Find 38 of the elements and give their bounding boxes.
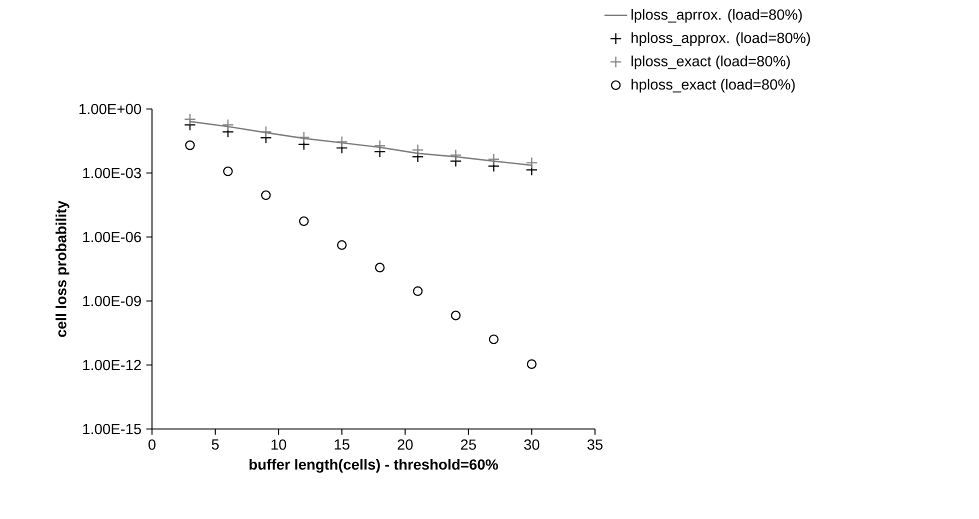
point <box>450 310 461 320</box>
x-tick-label: 10 <box>272 439 286 450</box>
point <box>488 153 500 166</box>
point <box>222 118 234 131</box>
point <box>261 190 271 200</box>
y-tick-label: 1.00E-03 <box>83 168 141 178</box>
y-tick-label: 1.00E-06 <box>83 232 141 242</box>
x-tick-label: 25 <box>461 439 476 450</box>
point <box>526 359 537 369</box>
y-tick-label: 1.00E-12 <box>83 360 141 370</box>
x-axis-title: buffer length(cells) - threshold=60% <box>250 458 498 473</box>
point <box>260 126 272 138</box>
legend-label: hploss_exact (load=80%) <box>632 78 795 93</box>
point <box>298 131 310 144</box>
point <box>488 334 499 344</box>
x-tick-label: 30 <box>524 439 540 450</box>
point <box>299 216 309 226</box>
point <box>412 144 424 156</box>
point <box>336 136 348 148</box>
point <box>374 140 386 152</box>
y-tick-label: 1.00E-09 <box>83 296 141 306</box>
y-axis-title: cell loss probability <box>56 200 70 337</box>
point <box>223 166 233 176</box>
x-tick-label: 35 <box>587 439 603 450</box>
y-tick-label: 1.00E+00 <box>80 104 142 114</box>
legend-label: lploss_exact (load=80%) <box>632 56 790 70</box>
x-tick-label: 5 <box>212 439 219 450</box>
legend-label: lploss_aprrox. (load=80%) <box>632 9 802 23</box>
x-tick-label: 0 <box>148 439 156 450</box>
point <box>412 286 423 296</box>
point <box>336 240 347 250</box>
x-tick-label: 15 <box>334 439 350 450</box>
y-tick-label: 1.00E-15 <box>83 424 141 434</box>
x-tick-label: 20 <box>398 439 413 450</box>
point <box>450 149 462 162</box>
point <box>185 140 195 150</box>
legend-label: hploss_approx. (load=80%) <box>632 32 810 46</box>
point <box>374 262 385 272</box>
